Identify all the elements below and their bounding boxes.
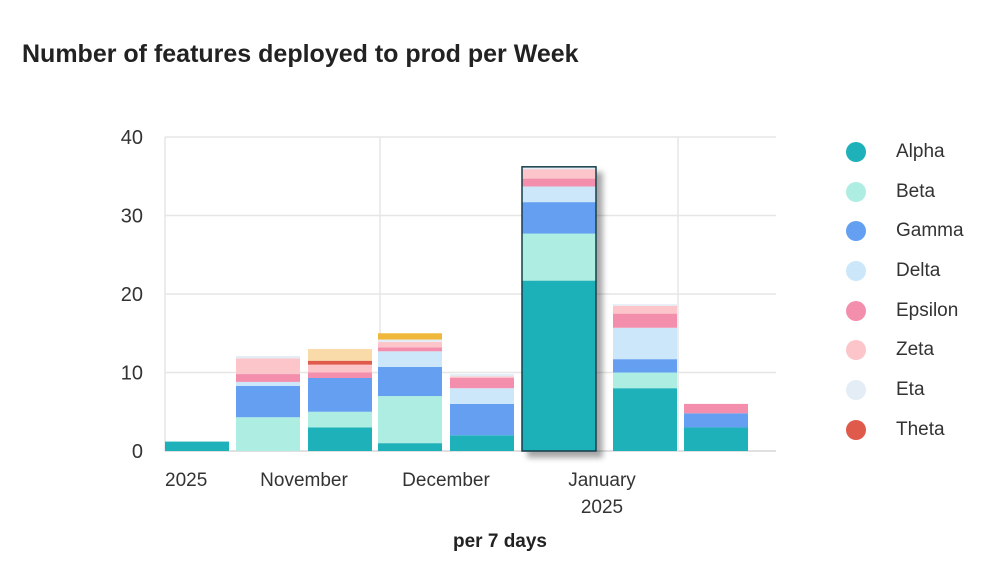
bar-segment-epsilon	[378, 347, 442, 352]
bar-segment-delta	[522, 186, 596, 203]
legend-item-gamma[interactable]: Gamma	[846, 211, 964, 251]
y-tick-label: 40	[121, 127, 143, 149]
bar-stack	[450, 374, 514, 451]
bar-stack	[378, 333, 442, 451]
bar-segment-beta	[613, 372, 677, 389]
chart-legend: Alpha Beta Gamma Delta Epsilon Zeta Eta Theta	[846, 132, 964, 450]
x-tick-label: 2025	[165, 470, 207, 491]
bar-segment-epsilon	[684, 403, 748, 414]
bar-stack	[165, 441, 229, 451]
bar-segment-alpha	[522, 280, 596, 451]
bar-segment-alpha	[308, 427, 372, 451]
bar-segment-gamma	[684, 413, 748, 428]
bar-segment-delta	[378, 351, 442, 368]
bar-segment-epsilon	[236, 374, 300, 382]
y-tick-label: 30	[121, 206, 143, 228]
legend-swatch	[846, 141, 866, 162]
bar-segment-epsilon	[613, 313, 677, 328]
bar-segment-beta	[522, 233, 596, 281]
legend-swatch	[846, 300, 866, 321]
y-tick-label: 10	[121, 363, 143, 385]
bar-segment-zeta	[450, 376, 514, 378]
legend-label: Epsilon	[896, 299, 959, 321]
bar-segment-epsilon	[450, 377, 514, 389]
bar-segment-eta	[378, 339, 442, 342]
legend-label: Gamma	[896, 220, 964, 242]
bar-segment-beta	[308, 411, 372, 428]
bar-segment-gamma	[613, 359, 677, 373]
bar-segment-alpha	[684, 427, 748, 451]
bar-segment-zeta	[236, 358, 300, 375]
legend-label: Theta	[896, 418, 945, 440]
bar-segment-alpha	[613, 388, 677, 451]
y-tick-label: 20	[121, 284, 143, 306]
legend-swatch	[846, 260, 866, 281]
legend-swatch	[846, 181, 866, 202]
bar-stack	[521, 166, 597, 452]
bar-segment-epsilon	[522, 178, 596, 187]
legend-swatch	[846, 340, 866, 361]
bar-segment-zeta	[308, 364, 372, 373]
bar-segment-alpha	[378, 443, 442, 451]
bar-segment-eta	[613, 304, 677, 306]
x-axis-title: per 7 days	[453, 531, 547, 552]
legend-item-eta[interactable]: Eta	[846, 370, 964, 410]
bars	[165, 166, 748, 452]
y-tick-label: 0	[132, 441, 143, 463]
bar-segment-eta	[522, 166, 596, 170]
bar-stack	[236, 356, 300, 451]
bar-segment-gamma	[308, 377, 372, 412]
legend-label: Zeta	[896, 339, 935, 361]
bar-stack	[684, 403, 748, 451]
legend-label: Eta	[896, 378, 925, 400]
highlight-outline	[521, 166, 597, 452]
bar-segment-other	[378, 333, 442, 340]
legend-item-zeta[interactable]: Zeta	[846, 330, 964, 370]
bar-segment-gamma	[236, 385, 300, 418]
bar-segment-eta	[450, 374, 514, 377]
bar-segment-gamma	[450, 403, 514, 436]
legend-swatch	[846, 419, 866, 440]
bar-stack	[308, 348, 372, 451]
legend-item-alpha[interactable]: Alpha	[846, 132, 964, 172]
bar-segment-beta	[378, 396, 442, 444]
x-tick-label: January 2025	[568, 470, 636, 518]
legend-item-beta[interactable]: Beta	[846, 172, 964, 212]
bar-segment-alpha	[450, 435, 514, 451]
bar-segment-zeta	[522, 169, 596, 179]
bar-segment-epsilon	[308, 372, 372, 378]
legend-item-theta[interactable]: Theta	[846, 410, 964, 450]
bar-segment-alpha	[165, 441, 229, 451]
bar-segment-zeta	[613, 305, 677, 314]
chart-title: Number of features deployed to prod per …	[22, 40, 579, 68]
legend-item-epsilon[interactable]: Epsilon	[846, 291, 964, 331]
legend-label: Alpha	[896, 140, 945, 162]
legend-label: Delta	[896, 259, 941, 281]
bar-segment-other	[308, 348, 372, 361]
legend-label: Beta	[896, 180, 936, 202]
x-tick-label: December	[402, 470, 490, 491]
bar-stack	[613, 304, 677, 451]
axis-labels: 0 10 20 30 40 2025 November December January 2025	[121, 127, 637, 518]
legend-swatch	[846, 379, 866, 400]
legend-swatch	[846, 221, 866, 242]
legend-item-delta[interactable]: Delta	[846, 251, 964, 291]
bar-segment-zeta	[378, 341, 442, 348]
bar-segment-gamma	[378, 367, 442, 397]
bar-segment-gamma	[522, 202, 596, 234]
bar-segment-theta	[308, 360, 372, 365]
bar-segment-delta	[450, 388, 514, 404]
bar-segment-delta	[236, 381, 300, 386]
x-tick-label: November	[260, 470, 348, 491]
bar-segment-eta	[236, 356, 300, 359]
bar-segment-delta	[613, 327, 677, 360]
bar-segment-beta	[236, 417, 300, 451]
